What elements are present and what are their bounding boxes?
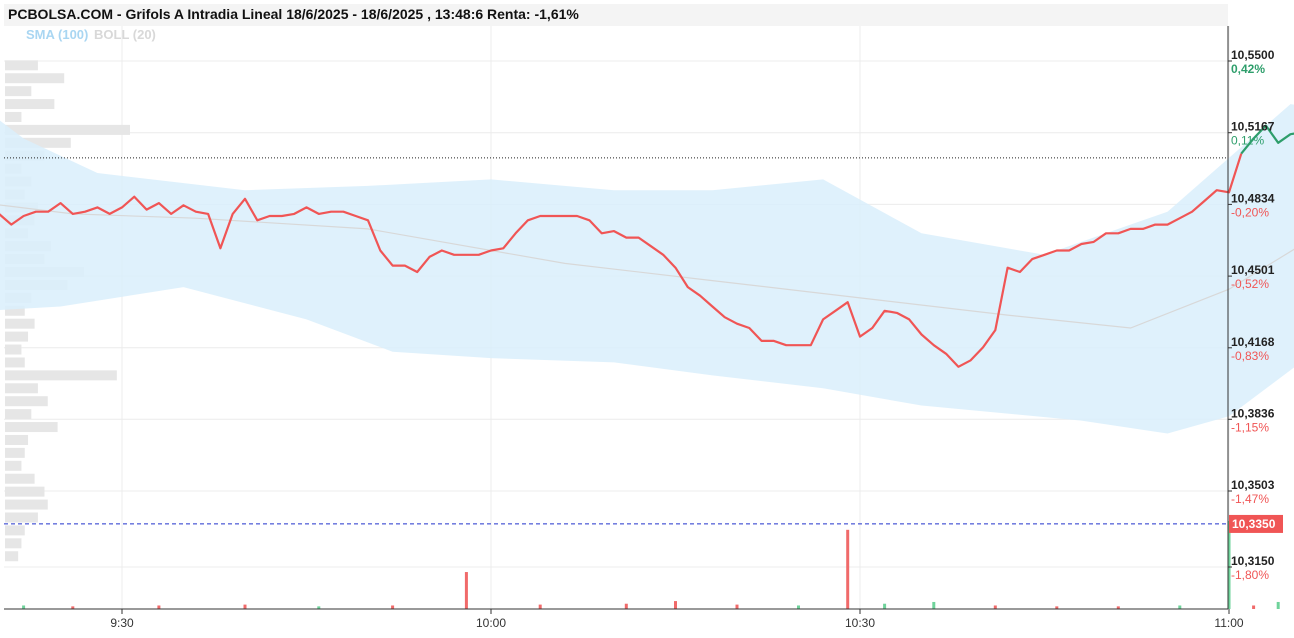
profile-bar-3: [5, 99, 55, 110]
profile-bar-6: [5, 137, 71, 148]
volume-bar-28: [1276, 601, 1280, 609]
profile-bar-24: [5, 370, 117, 381]
profile-bar-31: [5, 460, 22, 471]
current-price-label: 10,3350: [1232, 517, 1276, 531]
x-tick-label-9:30: 9:30: [110, 616, 134, 630]
legend-sma[interactable]: SMA (100): [26, 27, 88, 42]
chart-title: PCBOLSA.COM - Grifols A Intradia Lineal …: [8, 6, 579, 22]
y-pct-label--0,52%: -0,52%: [1231, 277, 1269, 291]
price-line: [0, 124, 1294, 368]
y-tick-label-10,4834: 10,4834: [1231, 191, 1275, 205]
profile-bar-35: [5, 512, 38, 523]
volume-bar-13: [464, 572, 468, 609]
y-tick-label-10,5500: 10,5500: [1231, 48, 1275, 62]
profile-bar-29: [5, 434, 29, 445]
profile-bar-0: [5, 60, 38, 71]
profile-bar-19: [5, 305, 25, 316]
volume-bar-24: [1116, 606, 1120, 609]
y-pct-label--1,80%: -1,80%: [1231, 568, 1269, 582]
y-pct-label--0,83%: -0,83%: [1231, 349, 1269, 363]
volume-bar-16: [674, 601, 677, 609]
y-tick-label-10,3503: 10,3503: [1231, 478, 1275, 492]
bollinger-band-area: [0, 104, 1294, 434]
legend-boll[interactable]: BOLL (20): [94, 27, 156, 42]
price-segment-1: [0, 153, 1243, 368]
profile-bar-23: [5, 357, 25, 368]
y-pct-label-0,11%: 0,11%: [1231, 134, 1264, 148]
volume-bar-19: [846, 529, 850, 609]
bollinger-bands: [0, 104, 1294, 434]
volume-bars: [22, 521, 1280, 609]
volume-bar-22: [993, 605, 997, 609]
x-tick-label-10:30: 10:30: [845, 616, 875, 630]
reference-lines: [4, 157, 1228, 525]
profile-bar-37: [5, 538, 22, 549]
volume-bar-11: [317, 606, 321, 609]
profile-bar-25: [5, 383, 38, 394]
volume-bar-23: [1055, 606, 1059, 609]
volume-bar-26: [1227, 521, 1231, 609]
volume-bar-25: [1178, 605, 1182, 609]
profile-bar-26: [5, 396, 48, 407]
title-bar: [4, 4, 1228, 26]
y-tick-label-10,5167: 10,5167: [1231, 120, 1275, 134]
y-tick-label-10,3836: 10,3836: [1231, 406, 1275, 420]
profile-bar-28: [5, 422, 58, 433]
profile-bar-1: [5, 73, 65, 84]
price-segment-2: [1240, 124, 1294, 155]
volume-bar-12: [391, 605, 395, 609]
x-axis: 9:3010:0010:3011:0011:3012:0012:3013:001…: [4, 608, 1244, 630]
y-pct-label-0,42%: 0,42%: [1231, 62, 1265, 76]
profile-bar-2: [5, 86, 32, 97]
profile-bar-20: [5, 318, 35, 329]
y-pct-label--0,20%: -0,20%: [1231, 205, 1269, 219]
volume-bar-7: [22, 605, 26, 609]
profile-bar-36: [5, 525, 25, 536]
volume-bar-18: [797, 605, 800, 609]
volume-bar-8: [71, 606, 75, 609]
current-price-box: [1229, 514, 1283, 533]
y-tick-label-10,4501: 10,4501: [1231, 263, 1275, 277]
profile-bar-27: [5, 409, 32, 420]
y-tick-label-10,3150: 10,3150: [1231, 554, 1275, 568]
profile-bar-4: [5, 111, 22, 122]
profile-bar-5: [5, 124, 130, 135]
profile-bar-30: [5, 447, 25, 458]
profile-bar-32: [5, 473, 35, 484]
profile-bar-38: [5, 551, 19, 562]
volume-bar-10: [243, 604, 247, 609]
bollinger-mid-line: [0, 204, 1294, 329]
profile-bar-33: [5, 486, 45, 497]
y-tick-label-10,4168: 10,4168: [1231, 335, 1275, 349]
volume-bar-14: [538, 604, 542, 609]
volume-bar-21: [932, 601, 936, 609]
y-pct-label--1,47%: -1,47%: [1231, 492, 1269, 506]
x-tick-label-11:00: 11:00: [1214, 616, 1243, 630]
volume-bar-20: [883, 603, 887, 609]
volume-bar-17: [735, 604, 739, 609]
x-tick-label-10:00: 10:00: [476, 616, 506, 630]
volume-bar-27: [1252, 605, 1256, 609]
profile-bar-34: [5, 499, 48, 510]
profile-bar-21: [5, 331, 29, 342]
volume-bar-9: [157, 605, 161, 609]
volume-bar-15: [624, 603, 628, 609]
profile-bar-22: [5, 344, 22, 355]
y-pct-label--1,15%: -1,15%: [1231, 420, 1269, 434]
